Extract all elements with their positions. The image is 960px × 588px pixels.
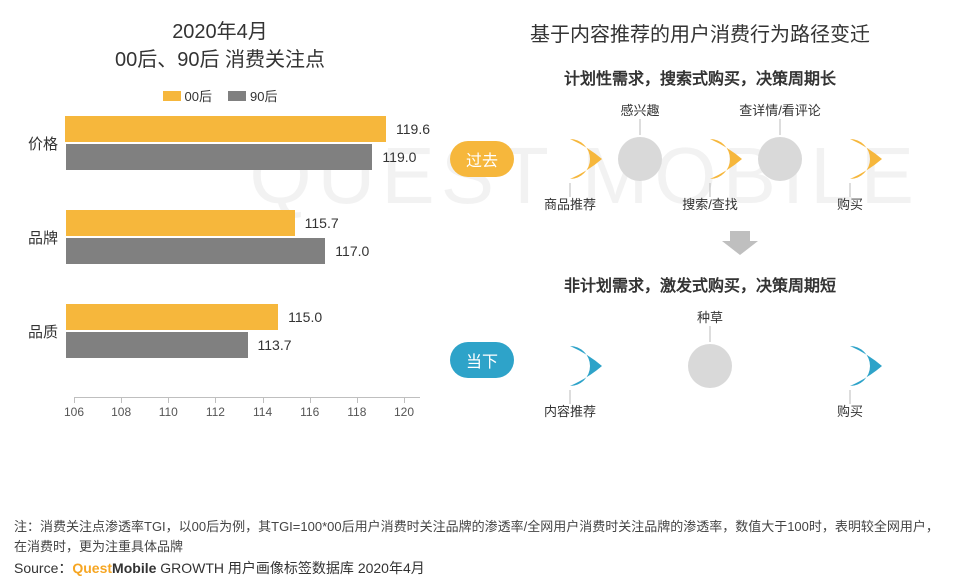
source-prefix: Source： — [14, 560, 72, 576]
flow-node — [850, 139, 882, 179]
bar-00 — [66, 304, 278, 330]
flow-node-gray — [758, 137, 802, 181]
flow-bottom-label: 购买 — [837, 404, 863, 419]
source-suffix: GROWTH 用户画像标签数据库 2020年4月 — [156, 560, 424, 576]
flow-bottom-label: 商品推荐 — [544, 197, 596, 212]
flow-bottom-label: 搜索/查找 — [682, 197, 738, 212]
flow-title: 基于内容推荐的用户消费行为路径变迁 — [450, 18, 950, 47]
right-panel: 基于内容推荐的用户消费行为路径变迁 计划性需求，搜索式购买，决策周期长 过去 感… — [440, 0, 960, 520]
flow-top-label: 查详情/看评论 — [739, 103, 821, 118]
chart-title-line1: 2020年4月 — [10, 18, 430, 46]
bar-00 — [66, 210, 295, 236]
past-badge-label: 过去 — [466, 147, 498, 171]
bar-90 — [66, 332, 248, 358]
past-flow: 过去 感兴趣 查详情/看评论商品推荐 搜索/查找 购买 — [450, 95, 950, 225]
legend-item: 00后 — [163, 86, 212, 105]
bar-value-90: 113.7 — [258, 337, 292, 353]
past-badge: 过去 — [450, 141, 514, 177]
bar-value-00: 115.0 — [288, 309, 322, 325]
bar-00 — [65, 116, 386, 142]
source-line: Source：QuestMobile GROWTH 用户画像标签数据库 2020… — [14, 558, 425, 578]
flow-top-label: 感兴趣 — [620, 103, 659, 118]
source-brand1: Quest — [72, 560, 112, 576]
category-label: 价格 — [10, 133, 66, 154]
flow-node — [570, 139, 602, 179]
category-label: 品质 — [10, 321, 66, 342]
footnote: 注：消费关注点渗透率TGI，以00后为例，其TGI=100*00后用户消费时关注… — [14, 517, 946, 556]
bar-90 — [66, 238, 325, 264]
category-label: 品牌 — [10, 227, 66, 248]
bar-value-90: 119.0 — [382, 149, 416, 165]
now-flow-svg: 种草内容推荐 购买 — [530, 302, 930, 422]
bar-group: 价格119.6价格119.0 — [10, 115, 430, 171]
main-container: 2020年4月 00后、90后 消费关注点 00后90后 价格119.6价格11… — [0, 0, 960, 520]
bar-group: 品质115.0品质113.7 — [10, 303, 430, 359]
past-subtitle: 计划性需求，搜索式购买，决策周期长 — [450, 65, 950, 89]
chart-title: 2020年4月 00后、90后 消费关注点 — [10, 18, 430, 74]
now-flow: 当下 种草内容推荐 购买 — [450, 302, 950, 422]
source-brand2: Mobile — [112, 560, 156, 576]
bar-value-90: 117.0 — [335, 243, 369, 259]
chart-title-line2: 00后、90后 消费关注点 — [10, 46, 430, 74]
bar-chart: 价格119.6价格119.0品牌115.7品牌117.0品质115.0品质113… — [10, 115, 430, 398]
past-flow-svg: 感兴趣 查详情/看评论商品推荐 搜索/查找 购买 — [530, 95, 930, 225]
flow-node-gray — [688, 344, 732, 388]
bar-value-00: 119.6 — [396, 121, 430, 137]
bar-90 — [66, 144, 372, 170]
x-axis: 106108110112114116118120 — [74, 397, 420, 398]
bar-value-00: 115.7 — [305, 215, 339, 231]
bar-group: 品牌115.7品牌117.0 — [10, 209, 430, 265]
flow-node — [710, 139, 742, 179]
flow-bottom-label: 内容推荐 — [544, 404, 596, 419]
transition-arrow — [530, 229, 950, 262]
now-subtitle: 非计划需求，激发式购买，决策周期短 — [450, 272, 950, 296]
flow-node-gray — [618, 137, 662, 181]
flow-node — [570, 346, 602, 386]
now-badge-label: 当下 — [466, 348, 498, 372]
flow-node — [850, 346, 882, 386]
legend-item: 90后 — [228, 86, 277, 105]
flow-bottom-label: 购买 — [837, 197, 863, 212]
flow-top-label: 种草 — [697, 310, 723, 325]
left-panel: 2020年4月 00后、90后 消费关注点 00后90后 价格119.6价格11… — [0, 0, 440, 520]
chart-legend: 00后 90后 — [10, 86, 430, 105]
now-badge: 当下 — [450, 342, 514, 378]
